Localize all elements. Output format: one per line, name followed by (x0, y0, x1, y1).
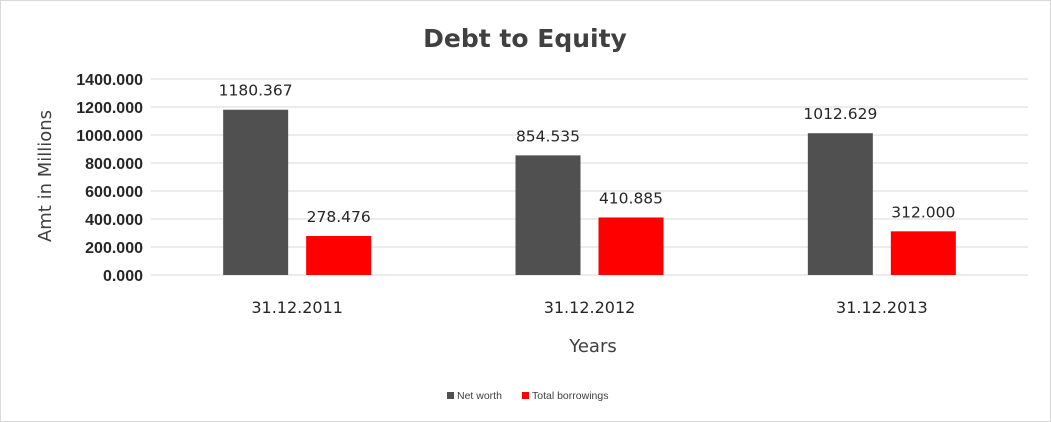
x-axis-title: Years (568, 336, 617, 357)
y-tick-label: 0.000 (103, 268, 143, 285)
y-tick-label: 1000.000 (76, 128, 143, 145)
legend-swatch-total-borrowings (522, 392, 529, 399)
data-label: 312.000 (891, 203, 955, 221)
x-axis-ticks: 31.12.2011 31.12.2012 31.12.2013 (251, 298, 927, 317)
legend-label-net-worth: Net worth (457, 390, 502, 402)
data-label: 278.476 (307, 208, 371, 226)
y-tick-label: 400.000 (85, 212, 143, 229)
y-tick-label: 800.000 (85, 156, 143, 173)
y-tick-label: 600.000 (85, 184, 143, 201)
y-tick-label: 1400.000 (76, 72, 143, 89)
y-axis-ticks: 0.000 200.000 400.000 600.000 800.000 1000.00… (76, 72, 143, 285)
x-tick-label: 31.12.2011 (251, 298, 343, 317)
gridlines (151, 78, 1028, 276)
legend-label-total-borrowings: Total borrowings (532, 390, 608, 402)
data-label: 1012.629 (803, 105, 877, 123)
data-labels: 1180.367 278.476 854.535 410.885 1012.629 312… (219, 82, 956, 226)
data-label: 1180.367 (219, 82, 293, 100)
data-label: 854.535 (516, 127, 580, 145)
legend: Net worth Total borrowings (447, 390, 608, 402)
y-axis-title: Amt in Millions (35, 110, 56, 242)
chart-title: Debt to Equity (423, 24, 627, 53)
bar-net-worth (515, 155, 581, 275)
data-label: 410.885 (599, 189, 663, 207)
bar-net-worth (807, 133, 873, 275)
bar-total-borrowings (598, 217, 664, 275)
legend-swatch-net-worth (447, 392, 454, 399)
y-tick-label: 1200.000 (76, 100, 143, 117)
bar-total-borrowings (890, 231, 956, 275)
bar-total-borrowings (306, 236, 372, 275)
bars (223, 109, 956, 275)
y-tick-label: 200.000 (85, 240, 143, 257)
bar-net-worth (223, 109, 289, 275)
x-tick-label: 31.12.2012 (544, 298, 636, 317)
x-tick-label: 31.12.2013 (836, 298, 928, 317)
